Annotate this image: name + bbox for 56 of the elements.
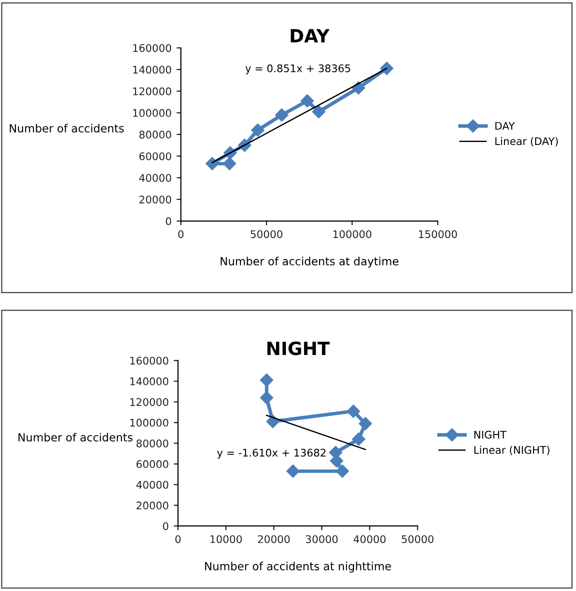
- y-tick-label: 140000: [133, 66, 172, 74]
- chart-title: DAY: [290, 29, 330, 42]
- point: [336, 464, 349, 478]
- point: [346, 404, 360, 418]
- y-tick-label: 160000: [133, 44, 172, 52]
- x-axis-title: Number of accidents at daytime: [220, 256, 398, 268]
- point: [352, 432, 366, 446]
- point: [222, 157, 236, 170]
- x-axis-title: Number of accidents at nighttime: [205, 562, 391, 573]
- x-tick-label: 20000: [258, 535, 290, 544]
- chart-title: NIGHT: [267, 342, 330, 356]
- y-tick-label: 0: [166, 217, 172, 226]
- y-tick-label: 160000: [130, 356, 168, 365]
- point: [286, 464, 300, 478]
- legend-label: Linear (NIGHT): [474, 446, 550, 456]
- y-tick-label: 100000: [133, 109, 172, 117]
- x-tick-label: 50000: [402, 535, 434, 544]
- y-tick-label: 40000: [136, 480, 168, 489]
- point: [358, 417, 372, 430]
- legend-label: DAY: [495, 122, 515, 130]
- y-tick-label: 40000: [139, 174, 172, 182]
- x-tick-label: 100000: [333, 230, 372, 238]
- y-tick-label: 20000: [136, 502, 168, 510]
- point: [380, 62, 394, 76]
- y-tick-label: 120000: [133, 87, 172, 96]
- y-tick-label: 80000: [136, 439, 168, 448]
- y-axis-title: Number of accidents: [18, 432, 132, 442]
- point: [251, 124, 264, 137]
- point: [312, 105, 326, 118]
- y-axis-title: Number of accidents: [10, 124, 124, 132]
- legend-label: Linear (DAY): [495, 137, 558, 146]
- y-tick-label: 120000: [130, 398, 168, 406]
- x-tick-label: 40000: [354, 535, 386, 544]
- y-tick-label: 0: [163, 522, 168, 530]
- annotation: y = 0.851x + 38365: [245, 64, 350, 74]
- y-tick-label: 60000: [136, 460, 168, 468]
- y-tick-label: 60000: [139, 152, 172, 160]
- y-tick-label: 100000: [130, 418, 168, 427]
- x-tick-label: 10000: [210, 535, 242, 544]
- point: [206, 157, 219, 170]
- x-tick-label: 50000: [250, 230, 282, 238]
- annotation: y = -1.610x + 13682: [217, 448, 326, 459]
- x-tick-label: 30000: [306, 535, 338, 544]
- point: [300, 94, 314, 108]
- y-tick-label: 20000: [139, 196, 172, 204]
- point: [260, 391, 274, 404]
- point: [330, 454, 344, 468]
- x-tick-label: 0: [175, 535, 181, 544]
- x-tick-label: 150000: [419, 230, 457, 238]
- x-tick-label: 0: [178, 230, 184, 238]
- point: [275, 108, 288, 122]
- point: [266, 414, 280, 428]
- point: [260, 374, 274, 387]
- y-tick-label: 140000: [130, 377, 168, 386]
- legend-label: NIGHT: [474, 430, 506, 439]
- y-tick-label: 80000: [139, 130, 172, 139]
